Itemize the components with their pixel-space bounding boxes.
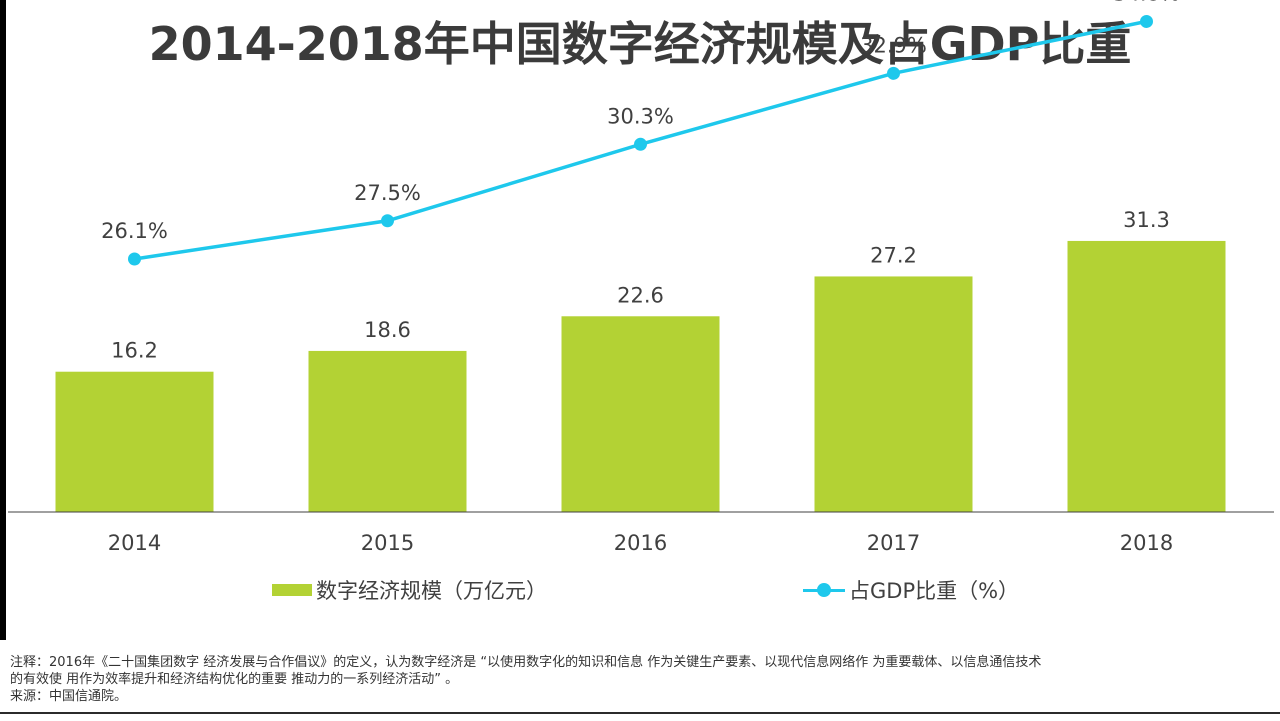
line-point-2016: [634, 137, 647, 151]
legend-item-line: 占GDP比重（%）: [803, 575, 1019, 605]
bar-2016: [561, 316, 720, 512]
line-point-2018: [1140, 14, 1153, 28]
line-label-2018: 34.8%: [1113, 0, 1180, 5]
line-layer: 26.1% 27.5% 30.3% 32.9% 34.8%: [101, 0, 1180, 266]
legend-bar-swatch: [272, 584, 312, 596]
footer-divider: [0, 712, 1280, 714]
bar-label-2016: 22.6: [617, 283, 664, 307]
bar-label-2017: 27.2: [870, 243, 917, 267]
line-label-2015: 27.5%: [354, 181, 421, 205]
line-point-2014: [128, 252, 141, 266]
chart-title: 2014-2018年中国数字经济规模及占GDP比重: [148, 17, 1132, 71]
line-label-2017: 32.9%: [860, 33, 927, 57]
legend-bar-label: 数字经济规模（万亿元）: [316, 579, 547, 603]
legend-line-label: 占GDP比重（%）: [849, 579, 1020, 603]
line-label-2014: 26.1%: [101, 219, 168, 243]
left-edge-bar: [0, 0, 6, 640]
x-tick-2016: 2016: [614, 531, 667, 555]
bar-label-2014: 16.2: [111, 339, 158, 363]
x-tick-2018: 2018: [1120, 531, 1173, 555]
line-label-2016: 30.3%: [607, 104, 674, 128]
line-point-2017: [887, 66, 900, 80]
bar-2017: [814, 276, 973, 512]
x-tick-2014: 2014: [108, 531, 161, 555]
bars-layer: 16.2 18.6 22.6 27.2 31.3: [55, 208, 1226, 512]
chart-notes: 注释：2016年《二十国集团数字 经济发展与合作倡议》的定义，认为数字经济是 “…: [10, 654, 1270, 705]
chart-area: 16.2 18.6 22.6 27.2 31.3 26.1% 27.5% 30.3% 32.9…: [8, 0, 1274, 555]
legend: 数字经济规模（万亿元） 占GDP比重（%）: [0, 575, 1280, 605]
bar-2015: [308, 350, 467, 512]
bar-label-2018: 31.3: [1123, 208, 1170, 232]
bar-2018: [1067, 240, 1226, 512]
note-line-2: 的有效使 用作为效率提升和经济结构优化的重要 推动力的一系列经济活动” 。: [10, 672, 459, 687]
x-tick-2017: 2017: [867, 531, 920, 555]
legend-item-bar: 数字经济规模（万亿元）: [272, 575, 547, 605]
line-point-2015: [381, 214, 394, 228]
bar-label-2015: 18.6: [364, 318, 411, 342]
x-tick-labels: 2014 2015 2016 2017 2018: [108, 531, 1173, 555]
x-tick-2015: 2015: [361, 531, 414, 555]
bar-2014: [55, 371, 214, 512]
source-line: 来源：中国信通院。: [10, 689, 128, 704]
note-line-1: 注释：2016年《二十国集团数字 经济发展与合作倡议》的定义，认为数字经济是 “…: [10, 655, 1042, 670]
legend-line-swatch: [803, 583, 845, 597]
